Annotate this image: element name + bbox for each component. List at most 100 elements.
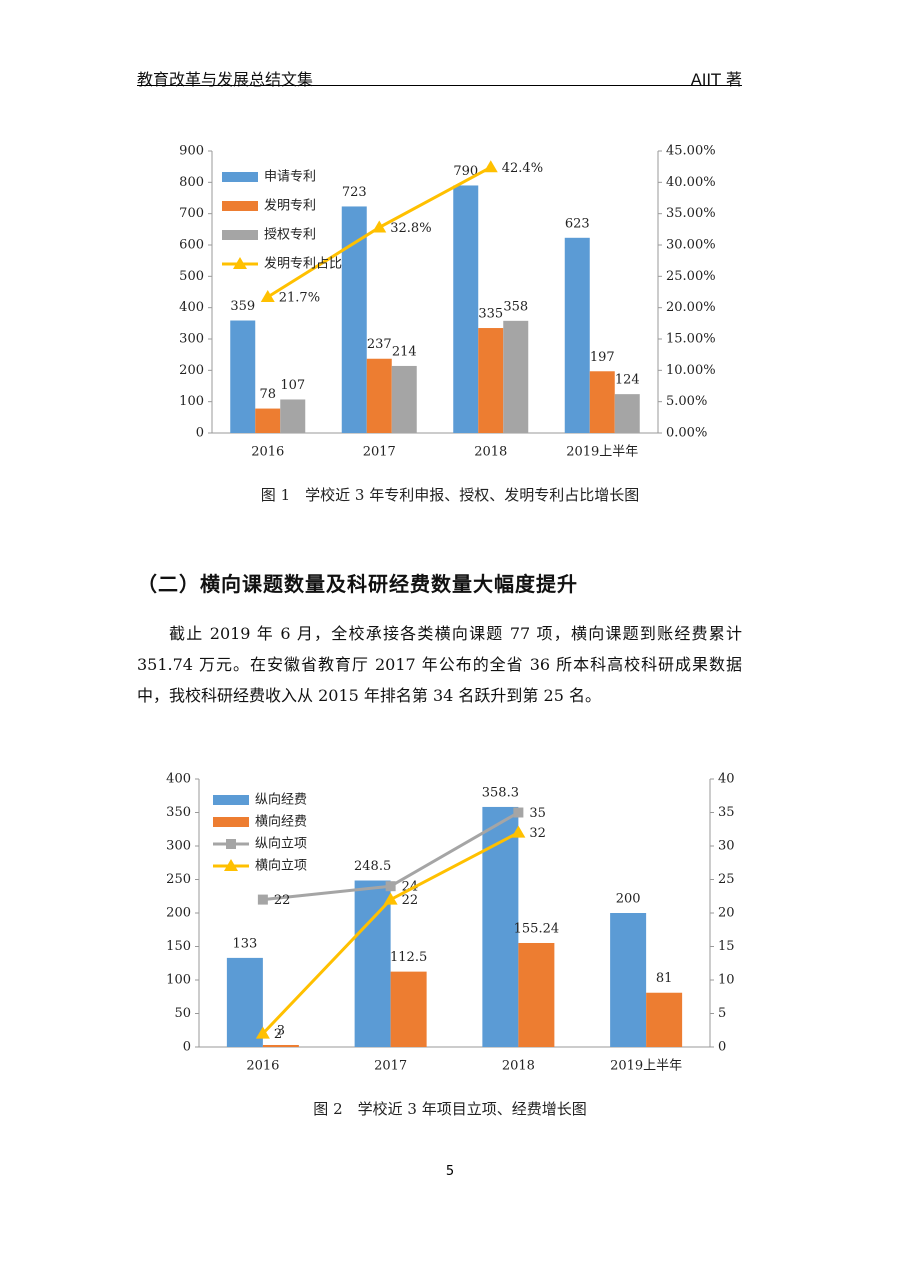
line-marker xyxy=(383,892,398,905)
header-title: 教育改革与发展总结文集 xyxy=(137,70,314,89)
y2-tick-label: 25.00% xyxy=(666,269,716,284)
bar-value-label: 133 xyxy=(232,936,257,951)
legend-swatch xyxy=(222,230,258,240)
y2-tick-label: 35 xyxy=(718,805,735,820)
line-value-label: 22 xyxy=(402,893,419,908)
x-tick-label: 2019上半年 xyxy=(610,1059,682,1074)
bar-value-label: 359 xyxy=(230,299,255,314)
legend-label: 横向立项 xyxy=(255,858,307,874)
y-tick-label: 200 xyxy=(179,363,204,378)
x-tick-label: 2018 xyxy=(474,445,507,460)
y-tick-label: 600 xyxy=(179,238,204,253)
bar xyxy=(503,320,529,433)
line-value-label: 35 xyxy=(529,806,546,821)
y-tick-label: 350 xyxy=(166,805,191,820)
bar-value-label: 197 xyxy=(590,350,615,365)
bar xyxy=(390,971,427,1047)
legend-swatch xyxy=(213,795,249,805)
y-tick-label: 700 xyxy=(179,206,204,221)
bar xyxy=(226,957,263,1047)
y2-tick-label: 30 xyxy=(718,839,735,854)
y2-tick-label: 25 xyxy=(718,872,735,887)
y-tick-label: 500 xyxy=(179,269,204,284)
bar xyxy=(280,399,306,433)
line-value-label: 32.8% xyxy=(390,221,431,236)
y2-tick-label: 40.00% xyxy=(666,175,716,190)
legend-swatch xyxy=(213,817,249,827)
bar-value-label: 124 xyxy=(615,373,640,388)
line-value-label: 32 xyxy=(529,826,546,841)
chart-caption: 图 2 学校近 3 年项目立项、经费增长图 xyxy=(313,1100,586,1118)
line-marker xyxy=(260,290,275,303)
bar xyxy=(610,913,647,1047)
y-tick-label: 200 xyxy=(166,906,191,921)
bar xyxy=(453,185,479,433)
line-marker xyxy=(255,1026,270,1039)
bar xyxy=(255,408,281,433)
y-tick-label: 300 xyxy=(179,332,204,347)
header-author: AIIT 著 xyxy=(690,70,742,89)
legend-marker xyxy=(226,839,236,849)
y2-tick-label: 0.00% xyxy=(666,426,707,441)
y2-tick-label: 35.00% xyxy=(666,206,716,221)
bar xyxy=(262,1044,299,1047)
y-tick-label: 400 xyxy=(166,772,191,787)
bar-value-label: 358 xyxy=(503,299,528,314)
legend-swatch xyxy=(222,201,258,211)
line-marker xyxy=(372,220,387,233)
y-tick-label: 0 xyxy=(196,426,204,441)
y-tick-label: 50 xyxy=(174,1006,191,1021)
legend-label: 纵向立项 xyxy=(255,836,307,852)
y2-tick-label: 5 xyxy=(718,1006,726,1021)
x-tick-label: 2018 xyxy=(502,1059,535,1074)
bar-value-label: 107 xyxy=(280,378,305,393)
bar-value-label: 81 xyxy=(656,971,673,986)
x-tick-label: 2016 xyxy=(246,1059,279,1074)
y-tick-label: 900 xyxy=(179,144,204,159)
x-tick-label: 2017 xyxy=(374,1059,407,1074)
bar xyxy=(589,371,615,433)
bar-value-label: 237 xyxy=(367,337,392,352)
line-marker xyxy=(257,894,268,905)
legend-marker xyxy=(233,257,247,269)
bar-value-label: 200 xyxy=(616,892,641,907)
legend-label: 发明专利占比 xyxy=(264,256,342,272)
section-heading: （二）横向课题数量及科研经费数量大幅度提升 xyxy=(137,572,578,596)
y-tick-label: 300 xyxy=(166,839,191,854)
y2-tick-label: 5.00% xyxy=(666,394,707,409)
x-tick-label: 2019上半年 xyxy=(566,445,638,460)
bar xyxy=(391,365,417,433)
legend-label: 授权专利 xyxy=(264,227,316,243)
bar xyxy=(564,237,590,433)
y-tick-label: 150 xyxy=(166,939,191,954)
bar xyxy=(230,320,256,433)
legend-marker xyxy=(224,859,238,871)
bar-value-label: 3 xyxy=(277,1023,285,1038)
y-tick-label: 400 xyxy=(179,300,204,315)
legend-label: 横向经费 xyxy=(255,814,307,830)
bar xyxy=(341,206,367,433)
line-value-label: 22 xyxy=(274,893,291,908)
bar-value-label: 214 xyxy=(392,344,417,359)
y2-tick-label: 10.00% xyxy=(666,363,716,378)
bar-value-label: 358.3 xyxy=(482,785,519,800)
bar-value-label: 78 xyxy=(259,387,276,402)
bar-value-label: 723 xyxy=(342,185,367,200)
y-tick-label: 100 xyxy=(166,973,191,988)
line-marker xyxy=(385,881,396,892)
bar-value-label: 623 xyxy=(565,216,590,231)
line-value-label: 2 xyxy=(274,1027,282,1042)
x-tick-label: 2016 xyxy=(251,445,284,460)
y-tick-label: 250 xyxy=(166,872,191,887)
legend-label: 纵向经费 xyxy=(255,792,307,808)
y2-tick-label: 10 xyxy=(718,973,735,988)
bar-value-label: 335 xyxy=(478,307,503,322)
x-tick-label: 2017 xyxy=(363,445,396,460)
y2-tick-label: 20 xyxy=(718,906,735,921)
chart-caption: 图 1 学校近 3 年专利申报、授权、发明专利占比增长图 xyxy=(261,486,639,504)
y2-tick-label: 40 xyxy=(718,772,735,787)
y-tick-label: 100 xyxy=(179,394,204,409)
line-marker xyxy=(483,160,498,173)
